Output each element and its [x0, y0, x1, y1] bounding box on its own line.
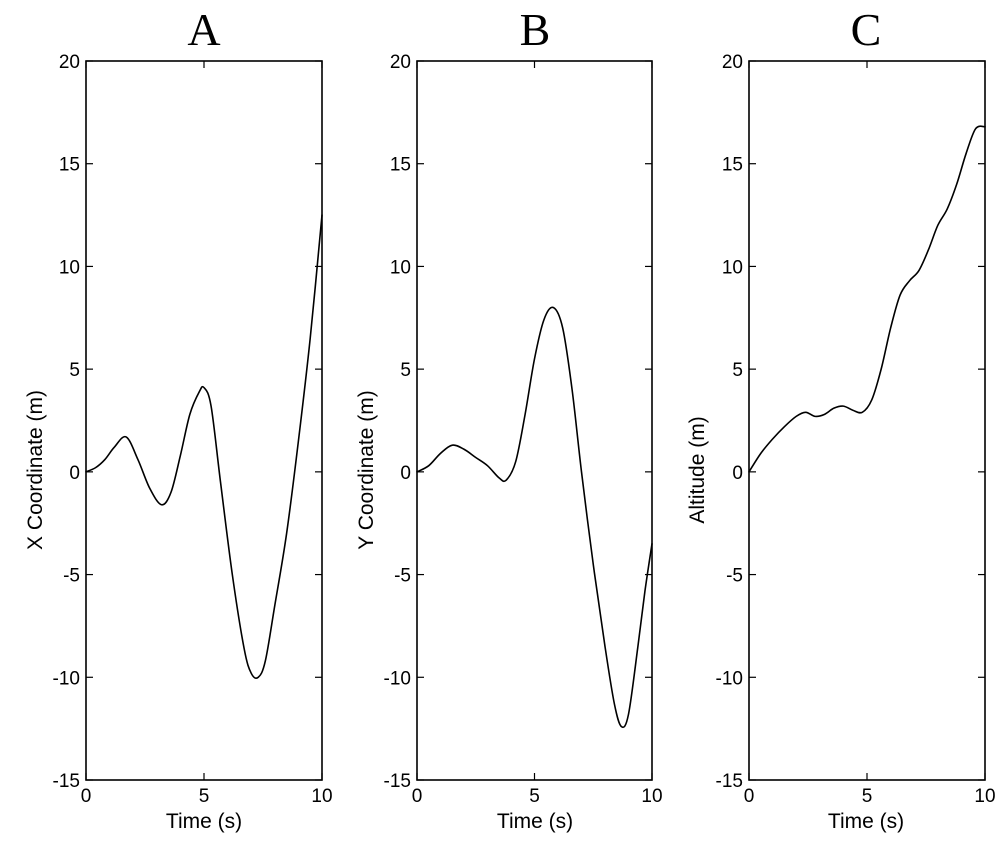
panel-c: C Altitude (m) Time (s) -15 -10 -5 0 5 10 15 20… [686, 4, 996, 833]
panel-b: B Y Coordinate (m) Time (s) -15 -10 -5 0 5 10… [355, 4, 663, 833]
panel-a-ytick-label: -10 [53, 668, 80, 689]
panel-b-ytick-label: 15 [390, 155, 411, 176]
panel-c-ytick-label: 10 [722, 257, 743, 278]
panel-c-xtick-label: 5 [862, 786, 873, 807]
panel-c-ticks: -15 -10 -5 0 5 10 15 20 0 5 10 [716, 52, 996, 807]
panel-a-ytick-label: 5 [69, 360, 80, 381]
panel-b-ytick-label: -10 [384, 668, 411, 689]
panel-b-xtick-label: 10 [641, 786, 662, 807]
panel-b-ticks: -15 -10 -5 0 5 10 15 20 0 5 10 [384, 52, 663, 807]
panel-c-axes [748, 60, 986, 781]
panel-a-ytick-label: -5 [63, 566, 80, 587]
panel-c-ytick-label: 5 [732, 360, 743, 381]
panel-a-ylabel: X Coordinate (m) [24, 390, 47, 550]
panel-a-ytick-label: 10 [59, 257, 80, 278]
panel-a-ytick-label: -15 [53, 771, 80, 792]
panel-c-ytick-label: -10 [716, 668, 743, 689]
panel-b-xlabel: Time (s) [497, 810, 573, 833]
panel-c-xlabel: Time (s) [828, 810, 904, 833]
panel-c-ytick-label: 0 [732, 463, 743, 484]
panel-a-axes [85, 60, 323, 781]
panel-b-title: B [520, 4, 551, 55]
panel-b-ytick-label: 0 [400, 463, 411, 484]
panel-b-ylabel: Y Coordinate (m) [355, 390, 378, 550]
panel-b-ytick-label: 20 [390, 52, 411, 73]
panel-a-series-line [85, 214, 323, 679]
panel-a: A X Coordinate (m) Time (s) -15 -10 -5 0 5 10… [24, 4, 333, 833]
panel-c-ytick-label: -15 [716, 771, 743, 792]
panel-c-xtick-label: 0 [744, 786, 755, 807]
panel-a-title: A [187, 4, 220, 55]
panel-b-xtick-label: 5 [529, 786, 540, 807]
panel-c-ylabel: Altitude (m) [686, 416, 709, 523]
panel-c-xtick-label: 10 [974, 786, 995, 807]
panel-a-ytick-label: 20 [59, 52, 80, 73]
panel-c-ytick-label: -5 [726, 566, 743, 587]
panel-b-ytick-label: 5 [400, 360, 411, 381]
panel-c-title: C [851, 4, 882, 55]
panel-a-xtick-label: 0 [81, 786, 92, 807]
panel-a-ticks: -15 -10 -5 0 5 10 15 20 0 5 10 [53, 52, 333, 807]
panel-a-xtick-label: 10 [311, 786, 332, 807]
panel-b-ytick-label: -15 [384, 771, 411, 792]
panel-b-ytick-label: -5 [394, 566, 411, 587]
panel-b-ytick-label: 10 [390, 257, 411, 278]
panel-b-axes [416, 60, 653, 781]
panel-c-series-line [748, 125, 986, 473]
panel-c-ytick-label: 20 [722, 52, 743, 73]
panel-a-xlabel: Time (s) [166, 810, 242, 833]
panel-a-xtick-label: 5 [199, 786, 210, 807]
panel-b-xtick-label: 0 [412, 786, 423, 807]
panel-a-ytick-label: 0 [69, 463, 80, 484]
panel-b-series-line [416, 306, 653, 729]
panel-a-ytick-label: 15 [59, 155, 80, 176]
panel-c-ytick-label: 15 [722, 155, 743, 176]
